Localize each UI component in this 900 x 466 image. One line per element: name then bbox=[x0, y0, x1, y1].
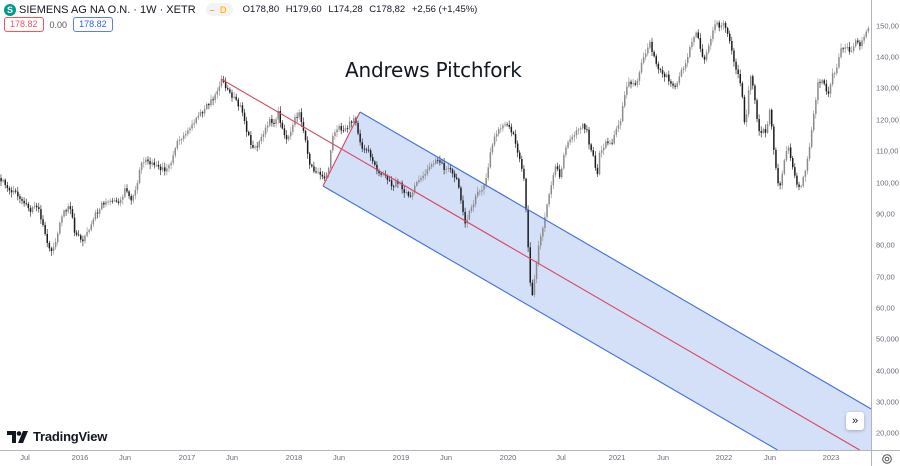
price-axis[interactable]: 150,00 140,00 130,00 120,00 110,00 100,00 90,0… bbox=[872, 0, 900, 450]
market-status-badge[interactable]: – D bbox=[205, 3, 233, 16]
tradingview-logo[interactable]: TradingView bbox=[7, 429, 107, 444]
time-axis-label: Jun bbox=[763, 453, 777, 462]
time-axis-label: 2023 bbox=[822, 453, 840, 462]
ohlc-values: O178,80 H179,60 L174,28 C178,82 +2,56 (+… bbox=[243, 4, 482, 15]
buy-price-button[interactable]: 178.82 bbox=[73, 17, 113, 32]
price-axis-label: 140,00 bbox=[876, 52, 899, 62]
price-axis-label: 90,00 bbox=[876, 209, 895, 219]
spread-value: 0.00 bbox=[49, 19, 68, 30]
delayed-data-icon: D bbox=[217, 4, 229, 15]
pitchfork-fill bbox=[323, 112, 871, 450]
time-axis-label: 2021 bbox=[608, 453, 626, 462]
symbol-title[interactable]: SIEMENS AG NA O.N. · 1W · XETR bbox=[19, 3, 196, 16]
price-axis-label: 150,00 bbox=[876, 21, 899, 31]
time-axis[interactable]: Jul 2016 Jun 2017 Jun 2018 Jun 2019 Jun 2020 Jul 20… bbox=[0, 451, 871, 466]
pitchfork-median-line[interactable] bbox=[220, 78, 860, 451]
close-value: C178,82 bbox=[369, 4, 406, 15]
symbol-legend: S SIEMENS AG NA O.N. · 1W · XETR – D O17… bbox=[4, 3, 481, 16]
pitchfork-handle-line[interactable] bbox=[322, 111, 361, 187]
high-value: H179,60 bbox=[285, 4, 322, 15]
tradingview-mark-icon bbox=[7, 430, 28, 443]
change-value: +2,56 (+1,45%) bbox=[411, 4, 478, 15]
price-axis-label: 70,00 bbox=[876, 272, 895, 282]
gear-icon bbox=[882, 453, 892, 464]
time-axis-label: Jul bbox=[556, 453, 566, 462]
price-axis-label: 20,000 bbox=[876, 428, 899, 438]
symbol-logo-icon: S bbox=[4, 3, 16, 16]
pitchfork-lower-line[interactable] bbox=[322, 185, 778, 451]
price-axis-label: 50,000 bbox=[876, 334, 899, 344]
time-axis-label: Jun bbox=[656, 453, 670, 462]
time-axis-label: Jun bbox=[118, 453, 132, 462]
scroll-to-realtime-button[interactable]: » bbox=[846, 412, 864, 430]
price-axis-label: 100,00 bbox=[876, 178, 899, 188]
time-axis-label: Jun bbox=[439, 453, 453, 462]
time-axis-label: Jun bbox=[225, 453, 239, 462]
price-axis-label: 60,00 bbox=[876, 303, 895, 313]
chart-settings-button[interactable] bbox=[879, 451, 895, 466]
price-axis-label: 80,00 bbox=[876, 240, 895, 250]
chart-title-annotation[interactable]: Andrews Pitchfork bbox=[345, 58, 522, 82]
bid-ask-row: 178.82 0.00 178.82 bbox=[4, 17, 119, 32]
time-axis-label: 2016 bbox=[71, 453, 89, 462]
pitchfork-upper-line[interactable] bbox=[359, 111, 872, 410]
time-axis-label: Jul bbox=[20, 453, 30, 462]
time-axis-label: 2020 bbox=[499, 453, 517, 462]
low-value: L174,28 bbox=[328, 4, 363, 15]
open-value: O178,80 bbox=[242, 4, 280, 15]
time-axis-label: 2019 bbox=[392, 453, 410, 462]
time-axis-label: 2018 bbox=[285, 453, 303, 462]
market-closed-icon: – bbox=[209, 4, 215, 15]
price-axis-label: 130,00 bbox=[876, 83, 899, 93]
andrews-pitchfork[interactable] bbox=[220, 78, 872, 451]
price-axis-label: 40,000 bbox=[876, 366, 899, 376]
candlestick-series bbox=[0, 19, 870, 298]
price-axis-label: 110,00 bbox=[876, 146, 899, 156]
time-axis-label: Jun bbox=[332, 453, 346, 462]
price-axis-label: 120,00 bbox=[876, 115, 899, 125]
price-axis-label: 30,000 bbox=[876, 397, 899, 407]
tradingview-wordmark: TradingView bbox=[33, 429, 108, 444]
sell-price-button[interactable]: 178.82 bbox=[4, 17, 44, 32]
time-axis-label: 2017 bbox=[178, 453, 196, 462]
time-axis-label: 2022 bbox=[715, 453, 733, 462]
